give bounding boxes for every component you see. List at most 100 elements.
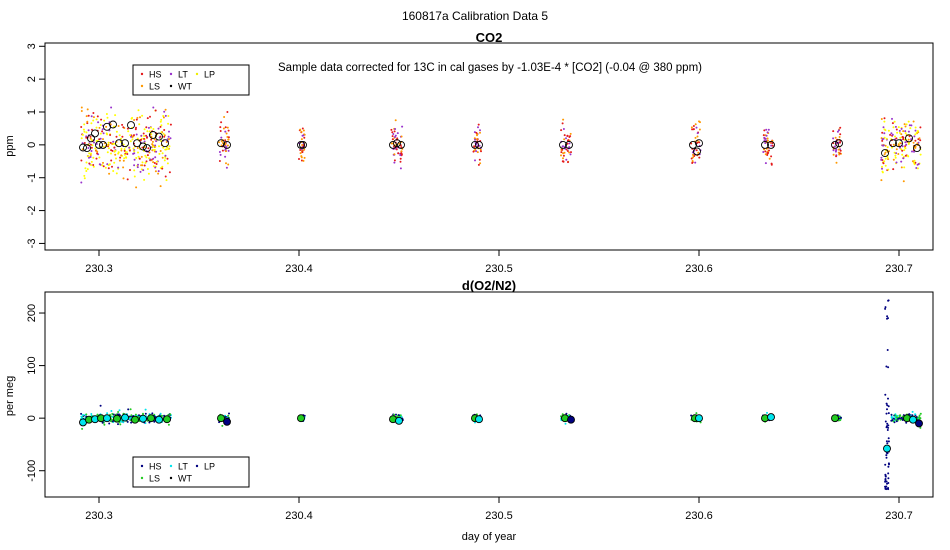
co2-point xyxy=(916,163,919,166)
co2-point xyxy=(80,126,83,128)
co2-point xyxy=(839,126,842,129)
co2-point xyxy=(897,144,900,147)
o2n2-point xyxy=(891,419,894,422)
o2n2-point xyxy=(96,413,99,416)
co2-mean-marker xyxy=(161,139,169,148)
co2-point xyxy=(913,135,916,138)
co2-point xyxy=(90,122,93,125)
o2n2-spike-point xyxy=(885,365,888,368)
co2-mean-marker xyxy=(695,139,703,148)
co2-mean-marker xyxy=(689,140,697,149)
co2-mean-marker xyxy=(913,144,921,153)
co2-point xyxy=(129,169,131,171)
o2n2-spike-point xyxy=(886,404,889,407)
co2-mean-marker xyxy=(881,149,889,158)
co2-point xyxy=(765,134,768,137)
co2-point xyxy=(881,165,883,168)
co2-point xyxy=(881,131,884,134)
co2-point xyxy=(126,178,129,181)
o2n2-mean-marker xyxy=(695,414,703,423)
co2-point xyxy=(227,149,230,152)
co2-point xyxy=(764,150,767,153)
figure-title: 160817a Calibration Data 5 xyxy=(402,9,548,23)
co2-point xyxy=(569,153,572,156)
o2n2-mean-marker xyxy=(909,415,917,424)
o2n2-legend-label-lt: LT xyxy=(178,462,188,472)
o2n2-spike-point xyxy=(887,477,890,480)
co2-point xyxy=(393,130,396,133)
co2-point xyxy=(80,159,83,162)
co2-point xyxy=(90,143,92,146)
co2-point xyxy=(133,119,136,121)
co2-point xyxy=(90,164,92,166)
co2-point xyxy=(87,114,90,117)
co2-point xyxy=(89,156,92,158)
co2-point xyxy=(834,145,836,148)
co2-point xyxy=(692,154,695,156)
co2-point xyxy=(105,132,108,135)
co2-y-tick-label: -2 xyxy=(26,206,38,216)
o2n2-point xyxy=(900,416,903,419)
o2n2-point xyxy=(122,421,125,424)
co2-point xyxy=(566,142,569,145)
co2-point xyxy=(102,132,105,135)
o2n2-spike-point xyxy=(885,480,888,483)
co2-legend-label-lp: LP xyxy=(204,70,215,80)
co2-point xyxy=(561,148,564,151)
co2-point xyxy=(135,118,138,121)
co2-point xyxy=(114,114,117,117)
co2-point xyxy=(692,156,694,159)
co2-point xyxy=(839,141,841,144)
co2-point xyxy=(92,116,95,119)
o2n2-legend-label-lp: LP xyxy=(204,462,215,472)
co2-point xyxy=(698,128,701,131)
o2n2-point xyxy=(128,417,131,420)
co2-point xyxy=(102,138,104,141)
co2-point xyxy=(112,140,115,143)
co2-point xyxy=(883,117,886,120)
o2n2-point xyxy=(894,418,897,421)
co2-point xyxy=(86,120,89,123)
co2-point xyxy=(161,152,164,155)
o2n2-spike-point xyxy=(884,307,887,310)
co2-point xyxy=(89,135,92,138)
co2-point xyxy=(150,135,153,138)
o2n2-mean-marker xyxy=(217,414,225,423)
o2n2-point xyxy=(151,412,154,415)
co2-point xyxy=(145,160,148,163)
co2-point xyxy=(162,132,165,135)
o2n2-spike-point xyxy=(885,456,888,459)
o2n2-y-tick-label: 0 xyxy=(26,415,38,421)
co2-point xyxy=(299,128,302,131)
co2-point xyxy=(85,131,88,134)
o2n2-point xyxy=(159,412,162,415)
co2-point xyxy=(391,138,394,141)
co2-point xyxy=(227,136,230,139)
co2-point xyxy=(86,168,89,171)
co2-mean-marker xyxy=(397,140,405,149)
co2-point xyxy=(914,126,917,129)
co2-point xyxy=(114,153,117,156)
co2-point xyxy=(109,134,112,136)
co2-point xyxy=(698,156,701,159)
co2-point xyxy=(299,152,302,155)
o2n2-point xyxy=(129,408,132,411)
o2n2-point xyxy=(911,410,914,413)
co2-point xyxy=(895,161,898,164)
co2-point xyxy=(166,157,169,160)
co2-point xyxy=(916,130,919,132)
co2-point xyxy=(398,142,401,145)
co2-point xyxy=(83,174,86,177)
co2-point xyxy=(161,165,164,168)
o2n2-point xyxy=(695,412,698,415)
co2-point xyxy=(902,138,905,141)
o2n2-spike-point xyxy=(884,487,887,490)
co2-point xyxy=(905,123,908,126)
co2-point xyxy=(299,149,302,151)
o2n2-point xyxy=(897,417,900,420)
co2-point xyxy=(838,136,841,138)
co2-legend-swatch-lt xyxy=(169,72,173,76)
co2-mean-marker xyxy=(565,140,573,149)
co2-point xyxy=(162,116,165,119)
co2-point xyxy=(80,110,83,112)
